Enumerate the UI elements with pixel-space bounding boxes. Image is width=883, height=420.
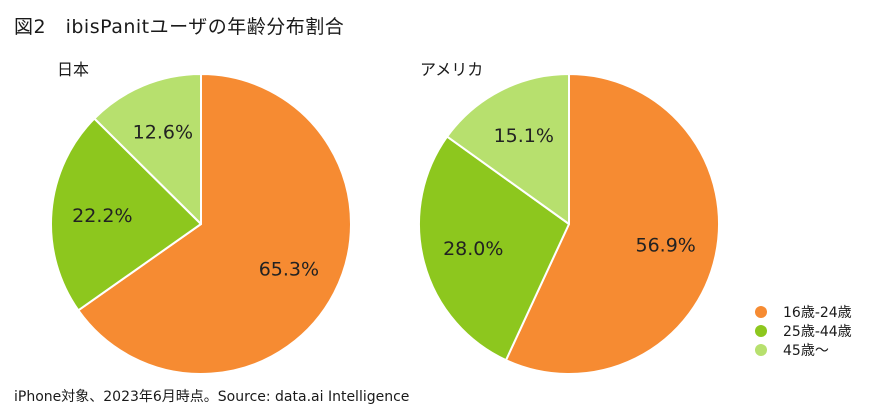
legend-item-25-44: 25歳-44歳 <box>755 321 852 340</box>
legend-label-45-plus: 45歳〜 <box>783 342 829 359</box>
pie-slice-japan-16-24 <box>77 73 352 375</box>
pie-data-label-japan-25-44: 22.2% <box>72 205 132 227</box>
pie-slice-usa-16-24 <box>504 73 720 375</box>
legend-label-25-44: 25歳-44歳 <box>783 323 852 340</box>
pie-slice-usa-25-44 <box>418 135 570 362</box>
pie-slice-japan-25-44 <box>50 117 202 312</box>
pie-slice-usa-45-plus <box>446 73 570 225</box>
pie-data-label-usa-16-24: 56.9% <box>636 234 696 256</box>
pie-data-label-usa-45-plus: 15.1% <box>494 125 554 147</box>
legend-swatch-16-24 <box>755 305 767 318</box>
pie-data-label-usa-25-44: 28.0% <box>443 238 503 260</box>
pie-slice-japan-45-plus <box>93 73 202 225</box>
pie-title-usa: アメリカ <box>420 60 484 79</box>
legend-label-16-24: 16歳-24歳 <box>783 304 852 321</box>
figure-title: 図2 ibisPanitユーザの年齢分布割合 <box>14 16 345 38</box>
source-note: iPhone対象、2023年6月時点。Source: data.ai Intel… <box>14 389 410 405</box>
legend: 16歳-24歳 25歳-44歳 45歳〜 <box>755 302 852 359</box>
legend-item-45-plus: 45歳〜 <box>755 340 852 359</box>
legend-item-16-24: 16歳-24歳 <box>755 302 852 321</box>
pie-data-label-japan-45-plus: 12.6% <box>133 122 193 144</box>
legend-swatch-25-44 <box>755 324 767 337</box>
pie-title-japan: 日本 <box>57 60 90 79</box>
legend-swatch-45-plus <box>755 343 767 356</box>
pie-data-label-japan-16-24: 65.3% <box>259 259 319 281</box>
